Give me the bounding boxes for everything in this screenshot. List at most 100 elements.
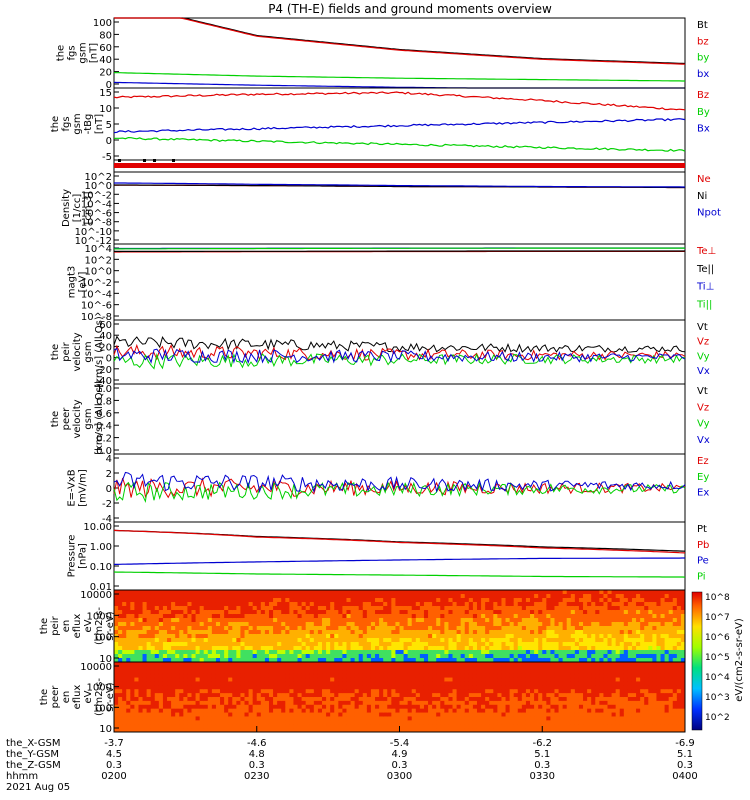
heatmap-cell (607, 606, 613, 611)
heatmap-cell (277, 712, 282, 717)
heatmap-cell (542, 622, 547, 627)
heatmap-cell (403, 700, 409, 706)
heatmap-cell (191, 658, 197, 663)
heatmap-cell (236, 618, 241, 623)
heatmap-cell (497, 634, 502, 639)
heatmap-cell (293, 673, 299, 679)
heatmap-cell (566, 700, 572, 706)
heatmap-cell (375, 598, 380, 603)
heatmap-cell (395, 658, 400, 663)
heatmap-cell (603, 654, 609, 659)
heatmap-cell (513, 654, 519, 659)
heatmap-cell (436, 598, 441, 603)
heatmap-cell (554, 614, 560, 619)
heatmap-cell (342, 662, 347, 667)
heatmap-cell (158, 720, 164, 725)
heatmap-cell (432, 654, 437, 659)
heatmap-cell (513, 606, 519, 611)
heatmap-cell (554, 662, 560, 667)
heatmap-cell (501, 704, 507, 710)
heatmap-cell (220, 700, 225, 706)
heatmap-cell (611, 669, 617, 675)
heatmap-cell (619, 681, 625, 686)
heatmap-cell (375, 708, 380, 714)
heatmap-cell (305, 658, 311, 663)
heatmap-cell (134, 712, 139, 717)
heatmap-cell (273, 724, 278, 729)
heatmap-cell (346, 626, 352, 631)
heatmap-cell (538, 693, 543, 698)
heatmap-cell (587, 622, 592, 627)
heatmap-cell (432, 646, 437, 651)
heatmap-cell (607, 646, 613, 651)
heatmap-cell (211, 626, 217, 631)
heatmap-cell (399, 716, 405, 721)
heatmap-cell (460, 598, 466, 603)
heatmap-cell (256, 693, 262, 698)
heatmap-cell (566, 642, 572, 647)
heatmap-cell (142, 598, 148, 603)
heatmap-cell (138, 662, 144, 667)
heatmap-cell (595, 720, 600, 725)
heatmap-cell (268, 724, 274, 729)
heatmap-cell (134, 708, 139, 714)
heatmap-cell (415, 724, 421, 729)
panel-1-yticklabel-1: 10 (99, 104, 112, 115)
heatmap-cell (175, 598, 180, 603)
heatmap-cell (228, 712, 233, 717)
heatmap-cell (530, 622, 535, 627)
heatmap-cell (574, 728, 580, 733)
heatmap-cell (150, 626, 156, 631)
heatmap-cell (411, 630, 417, 635)
heatmap-cell (530, 662, 535, 667)
heatmap-cell (566, 658, 572, 663)
heatmap-cell (220, 594, 225, 599)
heatmap-cell (640, 606, 645, 611)
heatmap-cell (383, 673, 388, 679)
heatmap-cell (183, 724, 188, 729)
heatmap-cell (207, 610, 213, 615)
heatmap-cell (362, 590, 368, 595)
heatmap-cell (619, 614, 625, 619)
heatmap-cell (130, 606, 135, 611)
heatmap-cell (444, 677, 449, 682)
heatmap-cell (122, 724, 127, 729)
heatmap-cell (220, 598, 225, 603)
heatmap-cell (489, 602, 494, 607)
heatmap-cell (460, 630, 466, 635)
heatmap-cell (317, 602, 323, 607)
heatmap-cell (440, 594, 445, 599)
heatmap-cell (493, 720, 498, 725)
heatmap-cell (240, 634, 246, 639)
heatmap-cell (436, 614, 441, 619)
heatmap-cell (652, 658, 657, 663)
heatmap-cell (448, 602, 454, 607)
heatmap-cell (138, 618, 144, 623)
heatmap-cell (297, 673, 303, 679)
heatmap-cell (558, 622, 564, 627)
heatmap-cell (554, 681, 560, 686)
panel-4-yticklabel-4: -20 (96, 365, 112, 376)
heatmap-cell (297, 654, 303, 659)
heatmap-cell (322, 654, 327, 659)
heatmap-cell (354, 606, 360, 611)
heatmap-cell (350, 662, 356, 667)
heatmap-cell (268, 650, 274, 655)
heatmap-cell (501, 724, 507, 729)
heatmap-cell (191, 669, 197, 675)
heatmap-cell (505, 704, 511, 710)
heatmap-cell (350, 665, 356, 671)
heatmap-cell (562, 610, 568, 615)
heatmap-cell (387, 681, 392, 686)
heatmap-cell (460, 669, 466, 675)
heatmap-cell (138, 630, 144, 635)
flag-bar (114, 163, 685, 168)
heatmap-cell (534, 677, 539, 682)
heatmap-cell (464, 630, 470, 635)
heatmap-cell (207, 594, 213, 599)
heatmap-cell (264, 728, 270, 733)
heatmap-cell (566, 638, 572, 643)
heatmap-cell (211, 602, 217, 607)
heatmap-cell (167, 724, 172, 729)
heatmap-cell (415, 626, 421, 631)
